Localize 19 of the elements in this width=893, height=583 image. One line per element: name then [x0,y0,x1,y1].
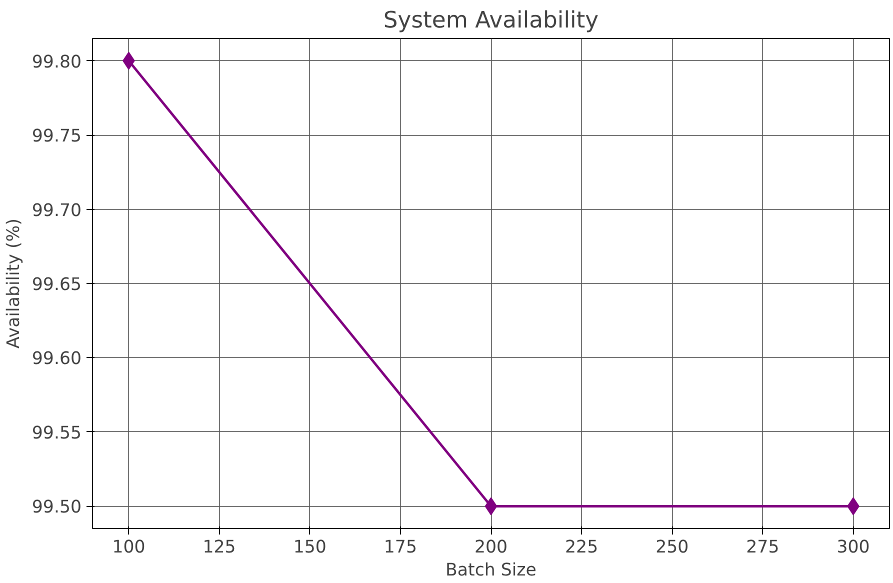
x-tick-label: 225 [565,538,598,558]
x-tick-label: 250 [656,538,689,558]
y-tick-label: 99.70 [32,200,82,221]
y-tick-label: 99.75 [32,126,82,147]
x-axis-title: Batch Size [446,560,536,580]
x-tick-label: 100 [112,538,146,558]
y-axis-title: Availability (%) [4,218,24,348]
y-tick-label: 99.55 [32,423,82,444]
x-tick-label: 150 [293,538,326,558]
x-tick-label: 175 [384,538,417,558]
x-tick-label: 125 [202,538,236,558]
y-tick-label: 99.60 [32,349,82,370]
y-tick-label: 99.65 [32,275,82,295]
x-tick-label: 300 [836,538,870,558]
chart-title: System Availability [383,8,599,34]
x-tick-label: 275 [746,538,780,558]
y-tick-label: 99.80 [32,52,82,72]
x-tick-label: 200 [474,538,508,558]
y-tick-label: 99.50 [32,498,82,518]
